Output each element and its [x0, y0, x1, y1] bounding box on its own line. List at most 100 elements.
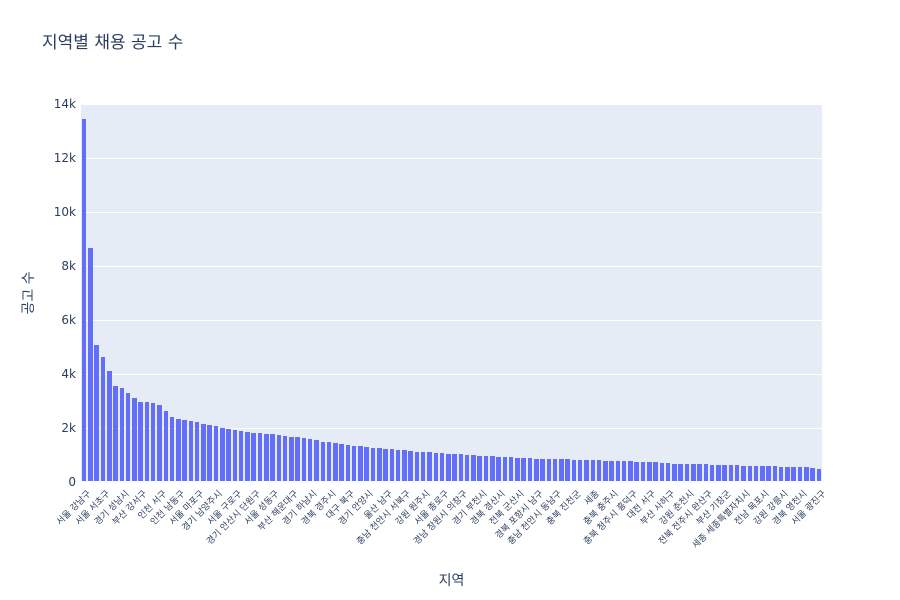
bar[interactable] [446, 453, 451, 482]
bar[interactable] [169, 417, 175, 482]
bar[interactable] [471, 455, 476, 482]
bar[interactable] [370, 447, 376, 482]
bar[interactable] [527, 458, 533, 482]
bar[interactable] [791, 466, 796, 482]
bar[interactable] [395, 449, 401, 482]
bar[interactable] [333, 443, 338, 482]
bar[interactable] [81, 119, 87, 482]
bar[interactable] [672, 463, 677, 482]
bar[interactable] [753, 465, 759, 482]
bar[interactable] [339, 443, 344, 482]
bar[interactable] [477, 455, 482, 482]
bar[interactable] [577, 459, 583, 482]
bar[interactable] [653, 462, 658, 482]
bar[interactable] [119, 388, 125, 482]
bar[interactable] [439, 453, 445, 482]
bar[interactable] [251, 432, 256, 482]
bar[interactable] [552, 459, 558, 482]
bar[interactable] [88, 248, 93, 482]
bar[interactable] [483, 455, 489, 482]
bar[interactable] [590, 460, 596, 482]
bar[interactable] [295, 437, 300, 482]
bar[interactable] [194, 422, 200, 482]
bar[interactable] [546, 458, 552, 482]
bar[interactable] [603, 460, 608, 482]
bar[interactable] [389, 449, 395, 482]
bar[interactable] [458, 454, 464, 482]
bar[interactable] [276, 435, 282, 482]
bar[interactable] [213, 426, 219, 482]
bar[interactable] [226, 428, 231, 482]
bar[interactable] [301, 438, 307, 482]
bar[interactable] [245, 431, 250, 482]
bar[interactable] [150, 403, 156, 482]
bar[interactable] [263, 433, 269, 482]
bar[interactable] [326, 442, 332, 482]
bar[interactable] [515, 457, 520, 482]
bar[interactable] [289, 436, 294, 482]
bar[interactable] [659, 463, 665, 482]
bar[interactable] [157, 405, 162, 482]
bar[interactable] [420, 451, 426, 482]
bar[interactable] [377, 448, 382, 482]
bar[interactable] [100, 356, 106, 482]
bar[interactable] [684, 463, 690, 482]
bar[interactable] [201, 423, 206, 482]
bar[interactable] [464, 454, 470, 482]
bar[interactable] [94, 345, 99, 482]
bar[interactable] [496, 456, 501, 482]
bar[interactable] [188, 420, 194, 482]
bar[interactable] [207, 425, 212, 482]
bar[interactable] [358, 446, 363, 482]
bar[interactable] [584, 460, 589, 482]
bar[interactable] [760, 466, 765, 482]
bar[interactable] [741, 465, 746, 482]
bar[interactable] [804, 467, 809, 482]
bar[interactable] [634, 461, 639, 482]
bar[interactable] [176, 418, 181, 482]
plot-area[interactable] [81, 104, 822, 482]
bar[interactable] [640, 461, 646, 482]
bar[interactable] [722, 465, 727, 482]
bar[interactable] [816, 468, 822, 482]
bar[interactable] [716, 464, 721, 482]
bar[interactable] [565, 459, 570, 482]
bar[interactable] [703, 464, 709, 482]
bar[interactable] [383, 448, 388, 482]
bar[interactable] [163, 410, 169, 482]
bar[interactable] [138, 401, 143, 482]
bar[interactable] [232, 429, 238, 482]
bar[interactable] [433, 452, 439, 482]
bar[interactable] [106, 371, 112, 482]
bar[interactable] [132, 398, 137, 482]
bar[interactable] [414, 451, 420, 482]
bar[interactable] [596, 460, 602, 482]
bar[interactable] [490, 456, 495, 482]
bar[interactable] [709, 464, 715, 482]
bar[interactable] [521, 457, 526, 482]
bar[interactable] [402, 450, 407, 482]
bar[interactable] [452, 453, 457, 482]
bar[interactable] [728, 465, 734, 482]
bar[interactable] [408, 450, 413, 482]
bar[interactable] [113, 385, 118, 482]
bar[interactable] [238, 430, 244, 482]
bar[interactable] [797, 467, 803, 482]
bar[interactable] [628, 461, 633, 482]
bar[interactable] [665, 463, 671, 482]
bar[interactable] [785, 466, 790, 482]
bar[interactable] [508, 457, 514, 482]
bar[interactable] [810, 467, 815, 482]
bar[interactable] [609, 460, 614, 482]
bar[interactable] [559, 459, 564, 482]
bar[interactable] [257, 433, 263, 482]
bar[interactable] [320, 441, 326, 482]
bar[interactable] [747, 465, 753, 482]
bar[interactable] [678, 463, 683, 482]
bar[interactable] [364, 447, 369, 482]
bar[interactable] [351, 445, 357, 482]
bar[interactable] [125, 393, 131, 482]
bar[interactable] [691, 464, 696, 482]
bar[interactable] [427, 452, 432, 482]
bar[interactable] [345, 444, 351, 482]
